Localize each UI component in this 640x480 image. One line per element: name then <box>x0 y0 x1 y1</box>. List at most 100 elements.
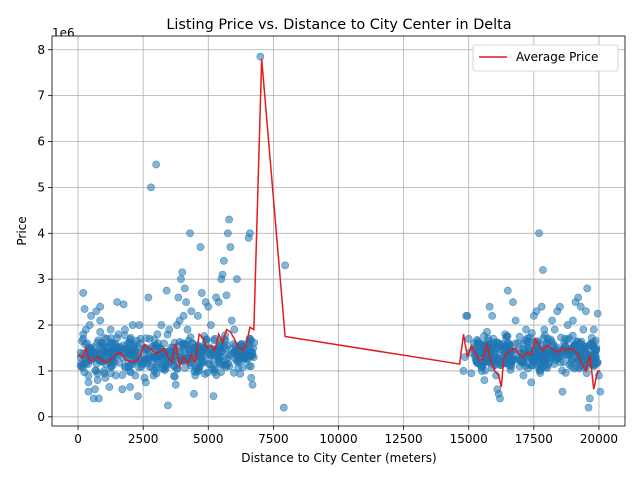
y-tick-label: 0 <box>37 410 45 424</box>
scatter-point <box>463 311 472 320</box>
scatter-point <box>558 387 567 396</box>
scatter-point <box>230 325 239 334</box>
scatter-point <box>178 268 187 277</box>
scatter-point <box>222 291 231 300</box>
scatter-point <box>514 339 523 348</box>
scatter-point <box>583 284 592 293</box>
scatter-point <box>233 275 241 284</box>
x-tick-label: 12500 <box>385 432 423 446</box>
scatter-point <box>501 330 510 339</box>
scatter-point <box>498 344 507 352</box>
scatter-point <box>587 339 596 348</box>
scatter-point <box>596 387 605 396</box>
scatter-point <box>144 293 153 302</box>
scatter-point <box>96 302 105 311</box>
scatter-point <box>188 339 197 348</box>
scatter-point <box>114 330 123 339</box>
scatter-point <box>181 341 190 349</box>
scatter-point <box>203 368 212 377</box>
scatter-point <box>177 275 185 284</box>
scatter-point <box>475 344 484 352</box>
scatter-point <box>96 316 105 325</box>
scatter-point <box>548 316 556 325</box>
scatter-point <box>220 342 228 351</box>
legend-label: Average Price <box>516 50 598 64</box>
scatter-point <box>522 325 530 334</box>
scatter-point <box>209 392 218 401</box>
scatter-point <box>141 378 150 387</box>
scatter-point <box>238 353 247 362</box>
scatter-point <box>249 353 258 362</box>
scatter-point <box>533 343 541 352</box>
scatter-point <box>519 371 528 380</box>
scatter-point <box>256 52 265 61</box>
legend-box <box>472 44 619 72</box>
scatter-point <box>131 371 140 380</box>
y-tick-label: 4 <box>37 226 45 240</box>
y-tick-label: 2 <box>37 318 45 332</box>
scatter-point <box>153 330 162 339</box>
scatter-point <box>106 325 115 334</box>
scatter-point <box>535 229 543 238</box>
scatter-point <box>459 367 468 375</box>
scatter-point <box>126 383 135 391</box>
y-tick-label: 7 <box>37 89 45 103</box>
scatter-point <box>579 325 588 334</box>
scatter-point <box>527 329 536 338</box>
scatter-point <box>119 300 128 309</box>
scatter-point <box>101 373 110 382</box>
scatter-point <box>496 394 504 403</box>
scatter-point <box>570 364 579 373</box>
scatter-point <box>84 387 93 396</box>
scatter-point <box>118 385 127 394</box>
scatter-point <box>555 302 564 311</box>
scatter-point <box>281 261 290 270</box>
scatter-point <box>470 339 478 348</box>
scatter-point <box>212 371 221 380</box>
scatter-point <box>147 183 155 192</box>
scatter-point <box>483 328 491 336</box>
scatter-point <box>182 298 191 307</box>
scatter-point <box>110 357 119 366</box>
scatter-point <box>561 334 569 343</box>
scatter-point <box>162 286 171 295</box>
x-tick-label: 0 <box>74 432 82 446</box>
scatter-point <box>584 403 593 412</box>
scatter-point <box>193 311 202 320</box>
scatter-point <box>164 401 172 410</box>
scatter-point <box>145 362 154 371</box>
scatter-point <box>527 378 536 387</box>
x-tick-label: 17500 <box>515 432 553 446</box>
scatter-point <box>88 348 97 357</box>
scatter-point <box>539 266 547 274</box>
scatter-point <box>472 357 481 366</box>
scatter-point <box>80 305 89 313</box>
scatter-point <box>532 307 541 316</box>
scatter-point <box>190 389 198 398</box>
scatter-point <box>537 363 546 372</box>
scatter-point <box>574 293 583 302</box>
scatter-point <box>563 321 572 329</box>
scatter-point <box>545 357 554 366</box>
scatter-point <box>105 383 114 391</box>
scatter-point <box>550 325 559 334</box>
scatter-point <box>524 344 533 352</box>
scatter-point <box>542 339 551 348</box>
scatter-point <box>93 376 102 385</box>
scatter-point <box>97 339 106 348</box>
scatter-point <box>96 328 105 336</box>
scatter-point <box>171 380 180 389</box>
scatter-point <box>509 298 517 307</box>
scatter-point <box>488 311 497 320</box>
scatter-point <box>464 334 473 343</box>
scatter-point <box>214 298 223 307</box>
scatter-point <box>556 358 565 367</box>
legend: Average Price <box>472 44 619 72</box>
x-axis-ticks: 0 2500 5000 7500 10000 12500 15000 17500 20000 <box>74 426 618 446</box>
scatter-point <box>102 334 111 343</box>
scatter-point <box>577 340 585 349</box>
scatter-point <box>104 348 112 357</box>
scatter-point <box>219 256 228 265</box>
scatter-point <box>503 286 512 295</box>
